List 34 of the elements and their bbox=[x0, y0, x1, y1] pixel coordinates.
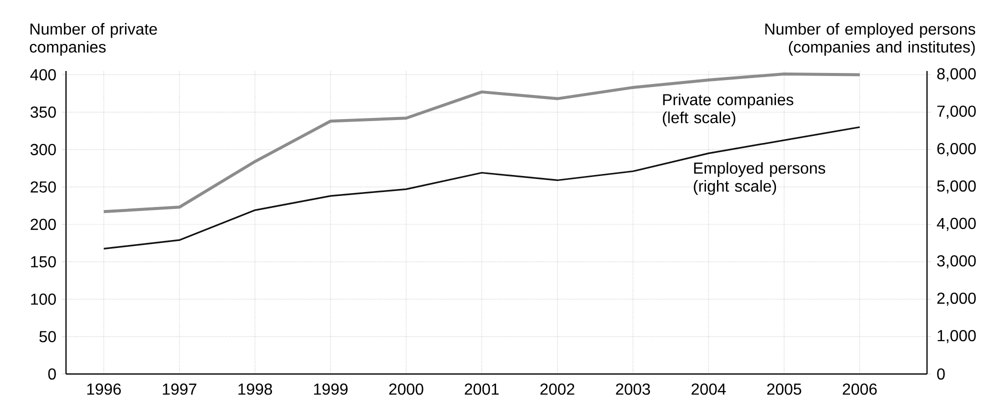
y2-tick-label: 8,000 bbox=[937, 68, 976, 82]
y-tick-label: 0 bbox=[48, 368, 56, 380]
y-tick-label: 400 bbox=[30, 69, 56, 80]
y-tick-label: 200 bbox=[30, 218, 56, 230]
y2-axis-title: Number of employed persons (companies and institutes) bbox=[765, 23, 976, 56]
x-tick-label: 1997 bbox=[162, 384, 196, 395]
x-tick-label: 2004 bbox=[692, 384, 726, 395]
series-label: Employed persons (right scale) bbox=[694, 162, 826, 195]
y2-tick-label: 0 bbox=[937, 368, 945, 380]
x-tick-label: 1999 bbox=[314, 384, 348, 395]
y-tick-label: 50 bbox=[39, 330, 56, 342]
line-series bbox=[102, 72, 862, 214]
x-tick-label: 2003 bbox=[616, 384, 650, 395]
y2-tick-label: 3,000 bbox=[937, 255, 976, 268]
y2-tick-label: 1,000 bbox=[938, 330, 976, 344]
y-tick-label: 350 bbox=[30, 106, 56, 118]
x-tick-label: 2002 bbox=[540, 384, 574, 395]
y2-tick-label: 4,000 bbox=[936, 218, 976, 231]
y-tick-label: 250 bbox=[30, 181, 56, 193]
y-tick-label: 150 bbox=[31, 256, 56, 268]
series-label: Private companies (left scale) bbox=[662, 94, 794, 126]
x-tick-label: 2005 bbox=[767, 384, 802, 395]
y-tick-label: 100 bbox=[31, 294, 56, 305]
x-tick-label: 2001 bbox=[464, 384, 499, 395]
y2-tick-label: 5,000 bbox=[937, 180, 976, 194]
x-tick-label: 1998 bbox=[238, 384, 272, 395]
y2-tick-label: 2,000 bbox=[937, 292, 976, 306]
x-tick-label: 1996 bbox=[87, 384, 121, 395]
y2-tick-label: 6,000 bbox=[937, 142, 976, 156]
x-tick-label: 2000 bbox=[389, 384, 424, 395]
y-tick-label: 300 bbox=[30, 144, 56, 156]
y2-tick-label: 7,000 bbox=[937, 106, 976, 119]
y-axis-title: Number of private companies bbox=[30, 23, 157, 56]
x-tick-label: 2006 bbox=[842, 384, 877, 395]
